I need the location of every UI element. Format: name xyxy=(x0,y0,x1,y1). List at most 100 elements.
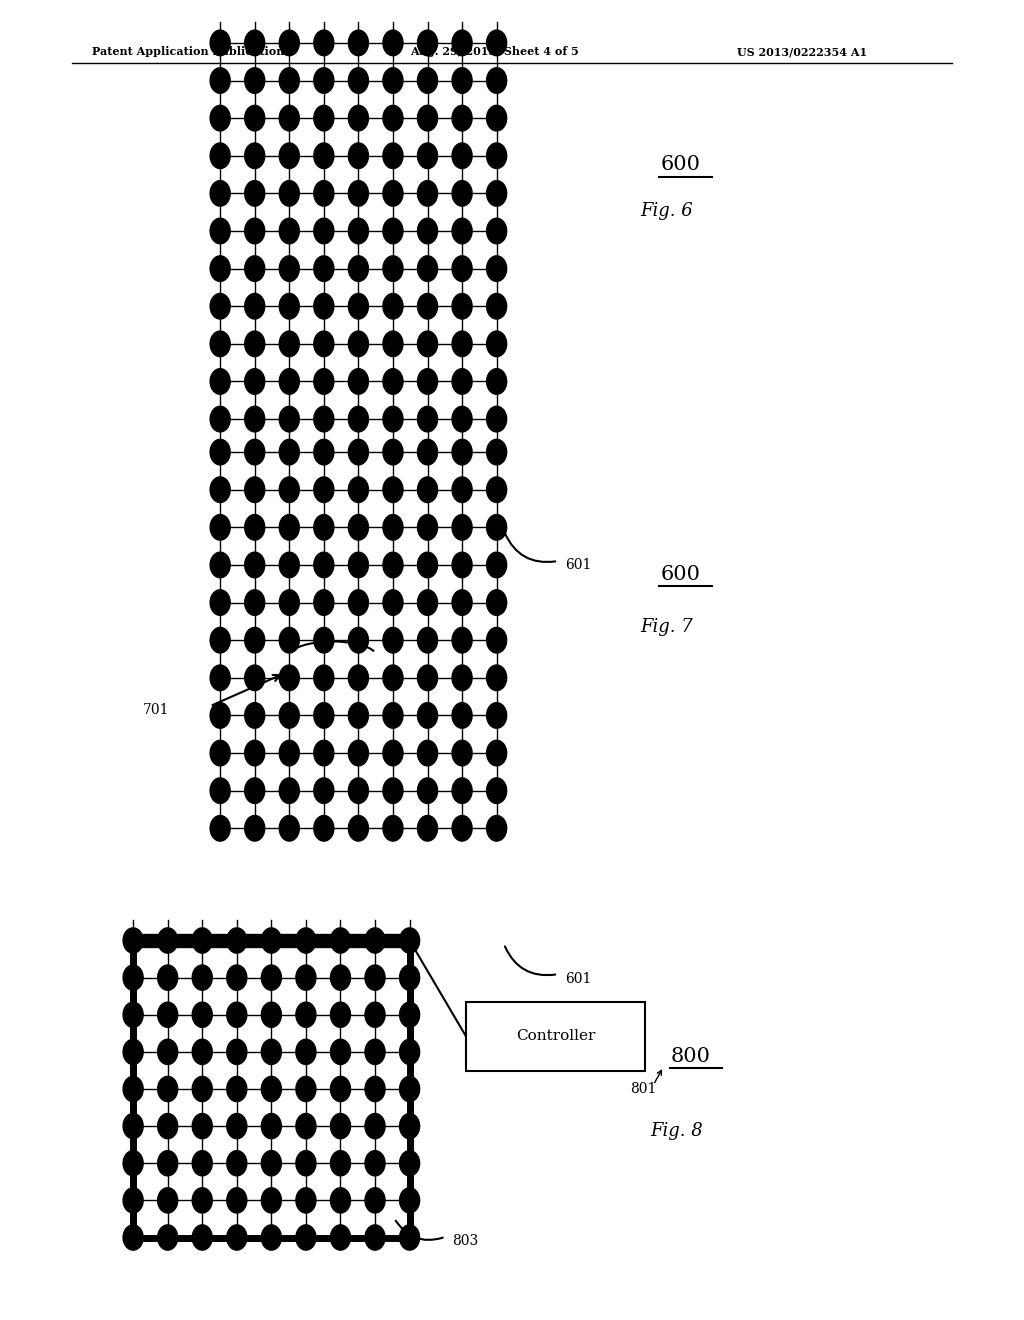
Ellipse shape xyxy=(123,1188,143,1213)
Ellipse shape xyxy=(486,702,507,729)
Ellipse shape xyxy=(261,1151,282,1176)
Ellipse shape xyxy=(348,67,369,94)
Ellipse shape xyxy=(383,665,403,690)
Ellipse shape xyxy=(280,368,299,395)
Ellipse shape xyxy=(331,1114,350,1139)
Ellipse shape xyxy=(313,590,334,615)
Ellipse shape xyxy=(418,627,437,653)
Ellipse shape xyxy=(418,665,437,690)
Ellipse shape xyxy=(399,1188,420,1213)
Ellipse shape xyxy=(280,331,299,356)
Ellipse shape xyxy=(348,777,369,804)
Ellipse shape xyxy=(261,965,282,990)
Ellipse shape xyxy=(123,1002,143,1027)
Ellipse shape xyxy=(226,1151,247,1176)
Ellipse shape xyxy=(418,741,437,766)
Ellipse shape xyxy=(210,30,230,55)
Ellipse shape xyxy=(348,816,369,841)
Ellipse shape xyxy=(313,181,334,206)
Ellipse shape xyxy=(280,407,299,432)
Ellipse shape xyxy=(452,331,472,356)
Ellipse shape xyxy=(331,1188,350,1213)
Ellipse shape xyxy=(486,67,507,94)
Ellipse shape xyxy=(158,1188,178,1213)
Ellipse shape xyxy=(123,1151,143,1176)
Ellipse shape xyxy=(418,143,437,169)
Ellipse shape xyxy=(418,67,437,94)
Ellipse shape xyxy=(280,741,299,766)
Ellipse shape xyxy=(313,106,334,131)
Ellipse shape xyxy=(383,477,403,503)
Ellipse shape xyxy=(210,67,230,94)
Ellipse shape xyxy=(313,627,334,653)
Ellipse shape xyxy=(486,143,507,169)
Ellipse shape xyxy=(418,407,437,432)
Ellipse shape xyxy=(331,1002,350,1027)
Ellipse shape xyxy=(193,1076,212,1102)
Ellipse shape xyxy=(383,440,403,465)
Ellipse shape xyxy=(296,965,316,990)
Ellipse shape xyxy=(348,665,369,690)
Ellipse shape xyxy=(383,816,403,841)
Ellipse shape xyxy=(365,965,385,990)
Ellipse shape xyxy=(452,181,472,206)
Ellipse shape xyxy=(193,1002,212,1027)
Ellipse shape xyxy=(313,67,334,94)
Ellipse shape xyxy=(452,816,472,841)
Text: 801: 801 xyxy=(630,1082,656,1096)
Bar xyxy=(133,933,410,948)
Ellipse shape xyxy=(383,218,403,244)
Ellipse shape xyxy=(365,1151,385,1176)
Ellipse shape xyxy=(245,627,265,653)
Ellipse shape xyxy=(418,256,437,281)
Ellipse shape xyxy=(418,218,437,244)
Ellipse shape xyxy=(452,218,472,244)
Ellipse shape xyxy=(193,1188,212,1213)
Ellipse shape xyxy=(245,218,265,244)
Ellipse shape xyxy=(383,293,403,319)
Ellipse shape xyxy=(365,1076,385,1102)
Ellipse shape xyxy=(210,293,230,319)
Ellipse shape xyxy=(313,407,334,432)
Text: Fig. 6: Fig. 6 xyxy=(640,202,693,220)
Ellipse shape xyxy=(331,1076,350,1102)
Ellipse shape xyxy=(486,106,507,131)
Ellipse shape xyxy=(365,928,385,953)
Ellipse shape xyxy=(210,440,230,465)
Ellipse shape xyxy=(261,1225,282,1250)
Ellipse shape xyxy=(313,552,334,578)
Ellipse shape xyxy=(245,702,265,729)
Ellipse shape xyxy=(261,1076,282,1102)
Ellipse shape xyxy=(486,777,507,804)
Ellipse shape xyxy=(210,218,230,244)
Ellipse shape xyxy=(452,477,472,503)
Text: US 2013/0222354 A1: US 2013/0222354 A1 xyxy=(737,46,867,57)
Ellipse shape xyxy=(418,552,437,578)
Ellipse shape xyxy=(452,627,472,653)
Ellipse shape xyxy=(486,741,507,766)
Ellipse shape xyxy=(245,30,265,55)
Ellipse shape xyxy=(261,1188,282,1213)
Ellipse shape xyxy=(365,1188,385,1213)
Ellipse shape xyxy=(210,181,230,206)
Ellipse shape xyxy=(313,293,334,319)
Text: Aug. 29, 2013  Sheet 4 of 5: Aug. 29, 2013 Sheet 4 of 5 xyxy=(410,46,579,57)
Ellipse shape xyxy=(452,407,472,432)
Ellipse shape xyxy=(418,106,437,131)
Ellipse shape xyxy=(280,106,299,131)
Ellipse shape xyxy=(399,1225,420,1250)
Ellipse shape xyxy=(280,440,299,465)
Ellipse shape xyxy=(210,816,230,841)
Ellipse shape xyxy=(348,590,369,615)
Ellipse shape xyxy=(348,218,369,244)
Ellipse shape xyxy=(383,741,403,766)
Ellipse shape xyxy=(348,627,369,653)
Text: 803: 803 xyxy=(453,1234,479,1247)
Ellipse shape xyxy=(210,702,230,729)
Ellipse shape xyxy=(280,67,299,94)
Ellipse shape xyxy=(383,143,403,169)
Ellipse shape xyxy=(313,440,334,465)
Ellipse shape xyxy=(158,1151,178,1176)
Ellipse shape xyxy=(486,552,507,578)
Ellipse shape xyxy=(245,590,265,615)
